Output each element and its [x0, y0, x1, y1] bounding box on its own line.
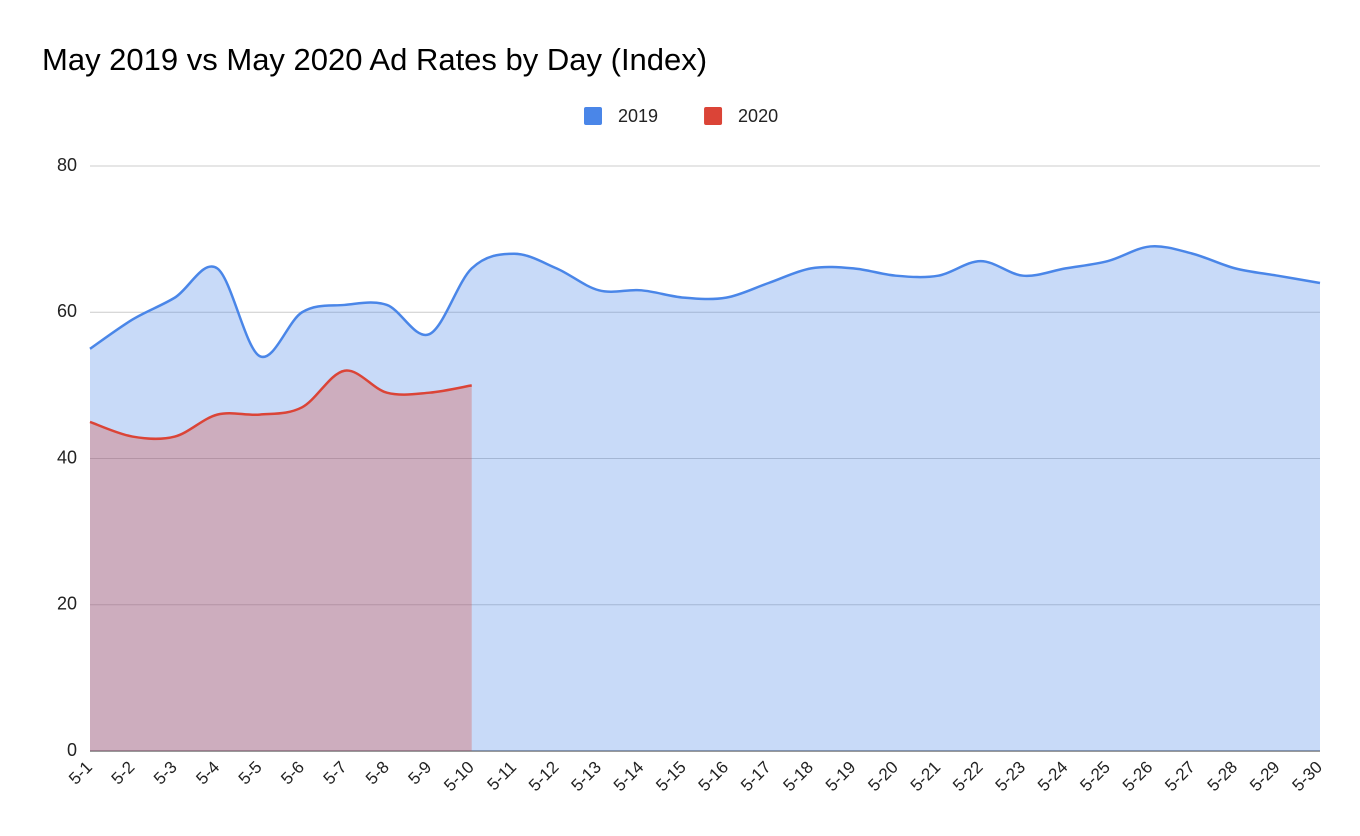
x-tick-label: 5-5	[235, 758, 266, 789]
y-tick-label: 40	[57, 447, 77, 467]
y-tick-label: 0	[67, 740, 77, 760]
area-line	[89, 369, 472, 441]
x-tick-label: 5-14	[610, 758, 647, 795]
chart-title: May 2019 vs May 2020 Ad Rates by Day (In…	[42, 42, 707, 77]
x-tick-label: 5-22	[949, 758, 986, 795]
x-tick-label: 5-1	[65, 758, 96, 789]
area-fill	[90, 370, 472, 751]
x-tick-label: 5-30	[1289, 758, 1326, 795]
x-tick-label: 5-17	[737, 758, 774, 795]
area-line	[89, 245, 1321, 359]
x-tick-label: 5-12	[525, 758, 562, 795]
x-tick-label: 5-20	[864, 758, 901, 795]
x-tick-label: 5-6	[277, 758, 308, 789]
x-tick-label: 5-25	[1076, 758, 1113, 795]
x-tick-label: 5-7	[320, 758, 351, 789]
x-tick-label: 5-26	[1119, 758, 1156, 795]
x-tick-label: 5-19	[822, 758, 859, 795]
x-tick-label: 5-18	[780, 758, 817, 795]
y-tick-label: 20	[57, 594, 77, 614]
x-tick-label: 5-3	[150, 758, 181, 789]
x-tick-label: 5-8	[362, 758, 393, 789]
x-tick-label: 5-2	[108, 758, 139, 789]
x-tick-label: 5-10	[440, 758, 477, 795]
y-tick-label: 60	[57, 301, 77, 321]
legend-swatch	[704, 107, 723, 125]
x-tick-label: 5-15	[652, 758, 689, 795]
legend-swatch	[584, 107, 602, 125]
legend-label: 2020	[738, 106, 778, 126]
x-tick-label: 5-11	[484, 758, 521, 795]
x-tick-label: 5-24	[1034, 758, 1071, 795]
x-tick-label: 5-28	[1204, 758, 1241, 795]
x-tick-label: 5-21	[907, 758, 944, 795]
x-tick-label: 5-23	[992, 758, 1029, 795]
x-tick-label: 5-16	[695, 758, 732, 795]
x-tick-label: 5-9	[404, 758, 435, 789]
y-tick-label: 80	[57, 155, 77, 175]
area-fill	[90, 246, 1320, 751]
x-tick-label: 5-13	[567, 758, 604, 795]
x-tick-label: 5-4	[192, 758, 223, 789]
x-tick-label: 5-29	[1246, 758, 1283, 795]
legend-label: 2019	[618, 106, 658, 126]
x-tick-label: 5-27	[1161, 758, 1198, 795]
